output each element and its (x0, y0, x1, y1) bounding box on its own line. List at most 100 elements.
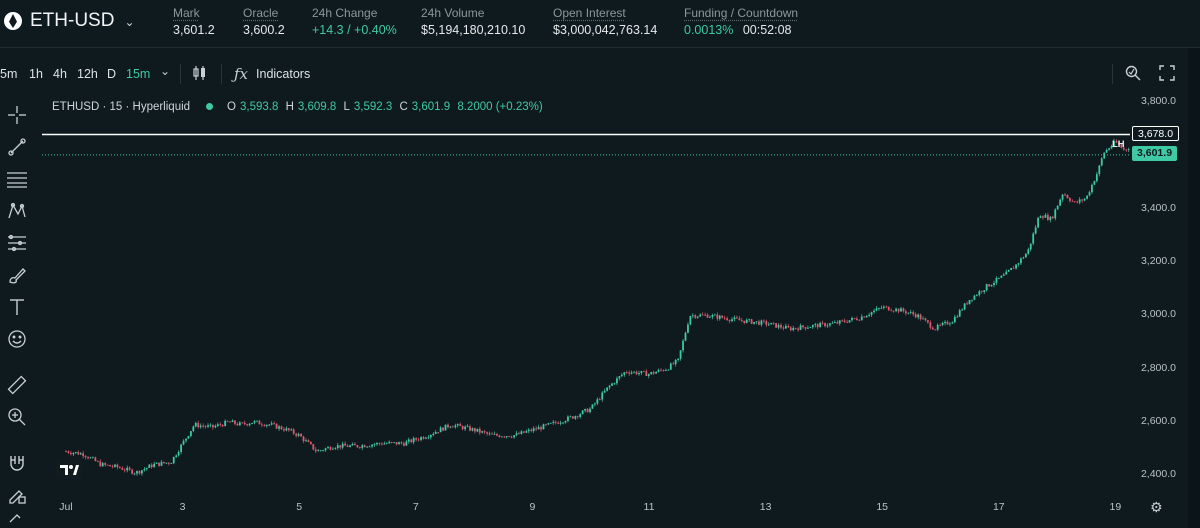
candle-body (324, 448, 327, 451)
pair-selector[interactable]: ETH-USD ⌄ (4, 10, 135, 32)
stat-value: 3,601.2 (173, 23, 215, 37)
candle-body (848, 320, 851, 323)
candle-body (623, 372, 626, 375)
settings-gear-icon[interactable]: ⚙ (1150, 499, 1163, 515)
pencil-ruler-icon[interactable] (4, 510, 30, 524)
candle-body (334, 447, 337, 449)
candle-body (691, 315, 694, 317)
ruler-icon[interactable] (4, 372, 30, 398)
candle-body (305, 440, 307, 442)
candle-body (679, 350, 682, 359)
candle-body (1108, 148, 1111, 150)
stat-label[interactable]: Mark (173, 6, 200, 20)
candle-body (929, 322, 932, 328)
candle-body (1073, 201, 1076, 203)
candle-body (251, 422, 253, 424)
legend-ohlc: O 3,593.8 H 3,609.8 L 3,592.3 C 3,601.9 8.20… (227, 101, 547, 113)
timeframe-d[interactable]: D (107, 67, 117, 81)
fullscreen-icon[interactable] (1158, 64, 1176, 86)
candle-body (141, 470, 143, 474)
candle-body (728, 320, 731, 322)
stat-label: 24h Change (312, 6, 378, 20)
candle-body (530, 429, 533, 432)
time-axis[interactable]: Jul 3 5 7 9 11 13 15 17 19 (42, 498, 1130, 518)
stat-label[interactable]: Oracle (243, 6, 279, 20)
candlestick-icon[interactable] (191, 64, 209, 86)
price-chart[interactable] (42, 92, 1130, 496)
magnet-icon[interactable] (4, 450, 30, 476)
timeframe-5m[interactable]: 5m (0, 67, 18, 81)
candle-body (219, 424, 222, 426)
close-label: C (399, 101, 408, 113)
candle-body (182, 440, 185, 445)
candle-body (787, 325, 790, 328)
candle-body (1069, 198, 1071, 201)
y-tick-label: 3,200.0 (1140, 255, 1176, 267)
emoji-icon[interactable] (4, 326, 30, 352)
timeframe-1h[interactable]: 1h (29, 67, 43, 81)
timeframe-4h[interactable]: 4h (53, 67, 67, 81)
candle-body (72, 452, 75, 455)
candle-body (1105, 149, 1108, 153)
candle-body (1110, 146, 1113, 149)
candle-body (177, 452, 180, 456)
candle-body (811, 325, 814, 328)
candle-body (1024, 253, 1027, 258)
chevron-down-icon[interactable]: ⌄ (160, 64, 171, 78)
candle-body (167, 462, 170, 464)
candle-body (696, 316, 699, 318)
candle-body (395, 442, 398, 445)
open-label: O (227, 101, 236, 113)
candle-body (689, 316, 692, 325)
candle-body (545, 424, 547, 426)
candle-body (895, 308, 897, 311)
candle-body (1032, 233, 1035, 244)
candle-body (836, 322, 839, 324)
pattern-icon[interactable] (4, 198, 30, 224)
candle-body (753, 321, 755, 324)
candle-body (1012, 268, 1015, 269)
candle-body (1039, 216, 1042, 218)
candle-body (750, 319, 753, 324)
candle-body (1088, 192, 1091, 196)
candle-body (917, 314, 920, 318)
x-tick-label: 13 (759, 501, 772, 513)
timeframe-15m[interactable]: 15m (126, 67, 151, 81)
candle-body (858, 319, 861, 321)
candle-body (890, 310, 893, 312)
candle-body (758, 321, 760, 325)
text-icon[interactable] (4, 294, 30, 320)
crosshair-icon[interactable] (4, 102, 30, 128)
candle-body (319, 450, 322, 452)
fib-icon[interactable] (4, 230, 30, 256)
candle-body (816, 324, 819, 328)
brush-icon[interactable] (4, 262, 30, 288)
indicators-button[interactable]: ƒx Indicators (234, 65, 310, 83)
trendline-icon[interactable] (4, 134, 30, 160)
candle-body (317, 450, 320, 452)
horizontal-lines-icon[interactable] (4, 166, 30, 192)
candle-body (934, 329, 937, 331)
candle-body (709, 316, 711, 318)
chevron-down-icon: ⌄ (124, 15, 135, 29)
candle-body (591, 404, 594, 409)
zoom-icon[interactable] (1124, 64, 1142, 86)
stat-label[interactable]: Funding / Countdown (684, 6, 799, 20)
candle-body (657, 369, 660, 372)
candle-body (880, 307, 883, 309)
candle-body (557, 422, 560, 424)
timeframe-12h[interactable]: 12h (77, 67, 98, 81)
candle-body (765, 321, 768, 325)
candle-body (214, 425, 217, 428)
candle-body (118, 467, 121, 468)
x-tick-label: 3 (179, 501, 186, 513)
zoom-in-icon[interactable] (4, 404, 30, 430)
candle-body (520, 431, 523, 435)
candle-body (1103, 152, 1106, 159)
stat-label[interactable]: Open Interest (553, 6, 626, 20)
lock-pencil-icon[interactable] (4, 482, 30, 508)
candle-body (535, 428, 538, 430)
candle-body (567, 416, 569, 422)
candle-body (388, 441, 391, 444)
candle-body (1034, 227, 1037, 234)
